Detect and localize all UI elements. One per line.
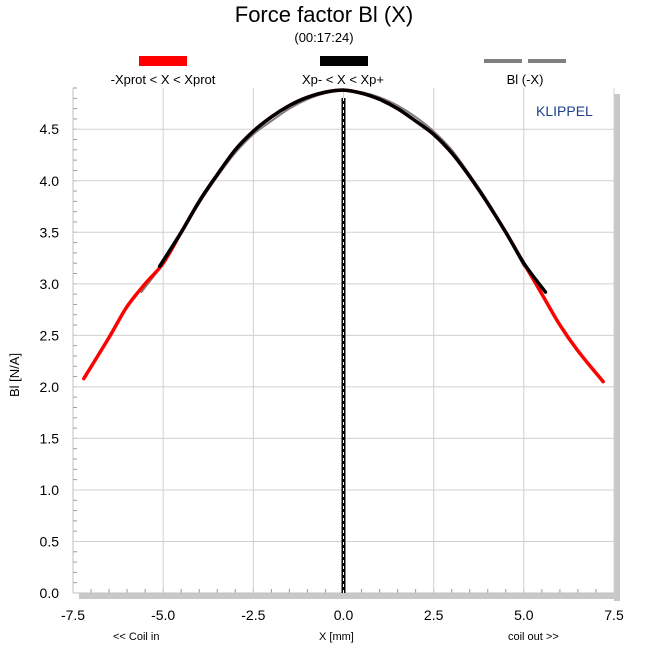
y-tick-label: 3.0 [40,276,60,292]
x-axis-label-left: << Coil in [113,631,160,643]
x-tick-label: 2.5 [424,607,444,623]
x-axis-label: X [mm] [319,631,354,643]
x-axis-label-right: coil out >> [508,631,559,643]
y-tick-label: 2.0 [40,379,60,395]
klippel-watermark: KLIPPEL [536,103,593,119]
chart-subtitle: (00:17:24) [294,30,354,45]
x-tick-label: -5.0 [151,607,175,623]
x-tick-label: -7.5 [61,607,85,623]
legend-label-xp: Xp- < X < Xp+ [301,72,385,87]
legend-swatch-xp [320,56,368,66]
y-tick-label: 1.5 [40,430,60,446]
legend-swatch-bl-neg-x-a [484,59,522,63]
y-tick-label: 0.0 [40,585,60,601]
y-tick-label: 1.0 [40,482,60,498]
y-tick-label: 3.5 [40,224,60,240]
series-bl-neg-x-line [140,89,525,294]
y-tick-label: 4.0 [40,173,60,189]
legend-swatch-bl-neg-x-b [528,59,566,63]
chart-title: Force factor Bl (X) [234,2,414,27]
x-tick-label: -2.5 [241,607,265,623]
x-tick-label: 5.0 [514,607,534,623]
plot-shadow-bottom [79,593,620,599]
legend-label-xprot: -Xprot < X < Xprot [110,72,216,87]
legend-swatch-xprot [139,56,187,66]
y-tick-label: 0.5 [40,533,60,549]
y-tick-label: 2.5 [40,327,60,343]
plot-shadow-right [614,94,620,601]
y-tick-label: 4.5 [40,121,60,137]
x-tick-label: 0.0 [334,607,354,623]
legend-label-bl-neg-x: Bl (-X) [506,72,544,87]
x-tick-label: 7.5 [604,607,624,623]
series-xp-line [157,88,548,294]
